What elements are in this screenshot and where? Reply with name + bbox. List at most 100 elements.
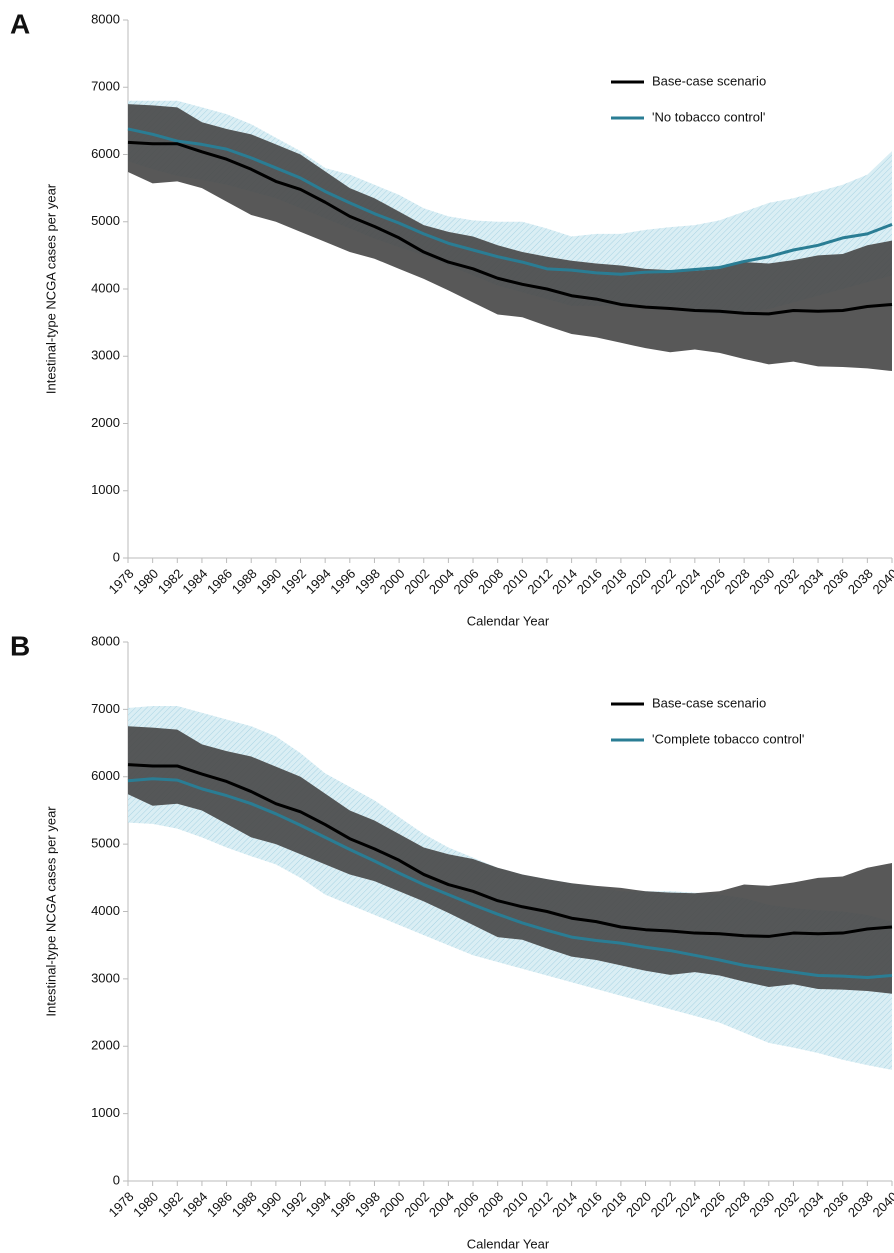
x-tick-label: 2006	[451, 1189, 482, 1220]
x-tick-label: 2026	[697, 566, 728, 597]
x-tick-label: 2022	[648, 566, 679, 597]
x-tick-label: 2032	[771, 566, 802, 597]
y-tick-label: 0	[113, 1172, 120, 1187]
x-tick-label: 2004	[426, 1189, 457, 1220]
x-tick-label: 1980	[130, 1189, 161, 1220]
y-tick-label: 6000	[91, 146, 120, 161]
x-tick-label: 2030	[746, 1189, 777, 1220]
y-tick-label: 3000	[91, 970, 120, 985]
x-tick-label: 1988	[229, 1189, 260, 1220]
x-tick-label: 2022	[648, 1189, 679, 1220]
x-tick-label: 2038	[845, 566, 876, 597]
series-line	[127, 127, 893, 276]
x-tick-label: 2026	[697, 1189, 728, 1220]
series-line	[127, 763, 893, 938]
x-tick-label: 1988	[229, 566, 260, 597]
x-tick-label: 1982	[155, 1189, 186, 1220]
series-line	[127, 777, 893, 980]
x-tick-label: 1978	[105, 566, 136, 597]
x-tick-label: 2010	[500, 566, 531, 597]
x-tick-label: 2034	[796, 1189, 827, 1220]
uncertainty-band	[128, 726, 892, 994]
x-tick-label: 2036	[820, 566, 851, 597]
x-tick-label: 2012	[524, 1189, 555, 1220]
y-tick-label: 1000	[91, 482, 120, 497]
x-axis-label: Calendar Year	[467, 1236, 550, 1251]
y-tick-label: 8000	[91, 633, 120, 648]
x-tick-label: 2002	[401, 566, 432, 597]
x-tick-label: 2008	[475, 566, 506, 597]
x-tick-label: 1998	[352, 1189, 383, 1220]
x-tick-label: 2000	[377, 1189, 408, 1220]
x-tick-label: 1994	[303, 566, 334, 597]
series-line	[127, 140, 893, 316]
x-tick-label: 2020	[623, 566, 654, 597]
x-tick-label: 2018	[598, 566, 629, 597]
y-tick-label: 4000	[91, 903, 120, 918]
x-tick-label: 2040	[869, 1189, 894, 1220]
y-tick-label: 1000	[91, 1105, 120, 1120]
x-tick-label: 2024	[672, 1189, 703, 1220]
legend-label: Base-case scenario	[652, 695, 766, 710]
x-tick-label: 1994	[303, 1189, 334, 1220]
x-tick-label: 2006	[451, 566, 482, 597]
uncertainty-band	[128, 100, 892, 315]
y-tick-label: 7000	[91, 79, 120, 94]
x-tick-label: 2012	[524, 566, 555, 597]
x-tick-label: 2038	[845, 1189, 876, 1220]
x-tick-label: 2028	[722, 1189, 753, 1220]
legend-label: Base-case scenario	[652, 73, 766, 88]
x-tick-label: 1984	[179, 566, 210, 597]
uncertainty-band	[128, 104, 892, 372]
x-tick-label: 2024	[672, 566, 703, 597]
y-tick-label: 6000	[91, 768, 120, 783]
panel-label: B	[10, 630, 30, 661]
x-tick-label: 2000	[377, 566, 408, 597]
x-tick-label: 2040	[869, 566, 894, 597]
x-tick-label: 2020	[623, 1189, 654, 1220]
x-tick-label: 2002	[401, 1189, 432, 1220]
x-tick-label: 2014	[549, 1189, 580, 1220]
y-tick-label: 5000	[91, 836, 120, 851]
x-tick-label: 2014	[549, 566, 580, 597]
x-tick-label: 2016	[574, 566, 605, 597]
x-tick-label: 1992	[278, 566, 309, 597]
y-axis-label: Intestinal-type NCGA cases per year	[43, 806, 58, 1017]
y-tick-label: 3000	[91, 348, 120, 363]
x-tick-label: 2034	[796, 566, 827, 597]
legend-label: 'No tobacco control'	[652, 109, 765, 124]
y-tick-label: 0	[113, 549, 120, 564]
x-tick-label: 1986	[204, 566, 235, 597]
x-tick-label: 1986	[204, 1189, 235, 1220]
x-tick-label: 1990	[253, 1189, 284, 1220]
x-tick-label: 1982	[155, 566, 186, 597]
x-tick-label: 1998	[352, 566, 383, 597]
x-tick-label: 1984	[179, 1189, 210, 1220]
x-tick-label: 2010	[500, 1189, 531, 1220]
x-tick-label: 1990	[253, 566, 284, 597]
legend-label: 'Complete tobacco control'	[652, 731, 804, 746]
y-tick-label: 8000	[91, 11, 120, 26]
x-tick-label: 2016	[574, 1189, 605, 1220]
y-tick-label: 7000	[91, 701, 120, 716]
x-tick-label: 1996	[327, 566, 358, 597]
y-tick-label: 4000	[91, 280, 120, 295]
y-tick-label: 2000	[91, 1038, 120, 1053]
panel-label: A	[10, 8, 30, 39]
x-tick-label: 1980	[130, 566, 161, 597]
x-tick-label: 2008	[475, 1189, 506, 1220]
x-tick-label: 2030	[746, 566, 777, 597]
y-axis-label: Intestinal-type NCGA cases per year	[43, 183, 58, 394]
x-tick-label: 1978	[105, 1189, 136, 1220]
x-tick-label: 2018	[598, 1189, 629, 1220]
x-tick-label: 1992	[278, 1189, 309, 1220]
x-tick-label: 2028	[722, 566, 753, 597]
x-tick-label: 2004	[426, 566, 457, 597]
x-tick-label: 2036	[820, 1189, 851, 1220]
y-tick-label: 2000	[91, 415, 120, 430]
x-axis-label: Calendar Year	[467, 613, 550, 628]
x-tick-label: 2032	[771, 1189, 802, 1220]
y-tick-label: 5000	[91, 213, 120, 228]
x-tick-label: 1996	[327, 1189, 358, 1220]
